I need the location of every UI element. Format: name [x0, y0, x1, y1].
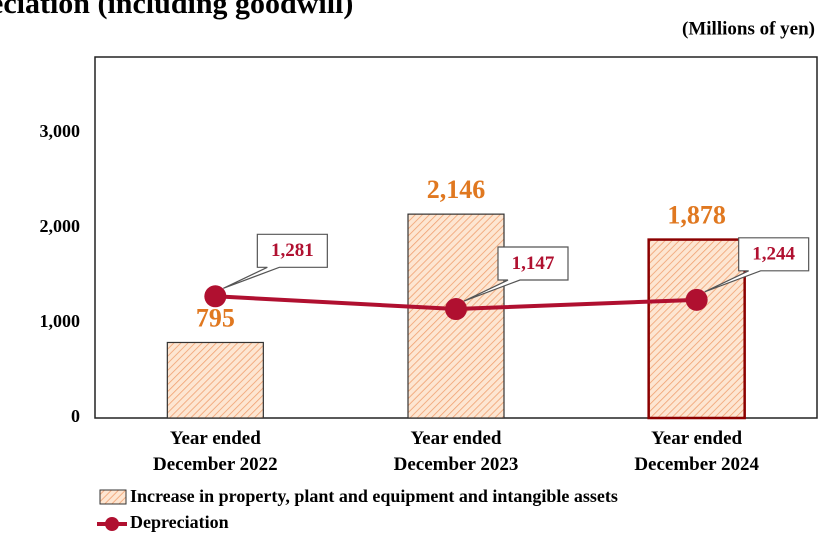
- x-tick-label: Year ended December 2023: [394, 428, 519, 475]
- chart-title: eciation (including goodwill): [0, 0, 353, 20]
- callout: [463, 246, 569, 302]
- line-point: [685, 288, 708, 311]
- legend-swatch: [105, 517, 119, 531]
- x-tick-label: Year ended December 2022: [153, 428, 278, 475]
- unit-label: (Millions of yen): [682, 18, 815, 39]
- y-tick-label: 0: [71, 406, 80, 426]
- bar-value-label: 795: [196, 303, 235, 332]
- line-value-label: 1,281: [271, 240, 314, 261]
- line-point: [204, 285, 227, 308]
- line-point: [445, 298, 467, 321]
- bar: [647, 238, 746, 420]
- bar-value-label: 2,146: [427, 175, 486, 204]
- y-tick-label: 1,000: [40, 311, 81, 331]
- x-tick-label: Year ended December 2024: [634, 428, 759, 475]
- bar-value-label: 1,878: [667, 201, 726, 230]
- legend-swatch: [99, 489, 127, 505]
- callout: [223, 233, 328, 289]
- y-tick-label: 2,000: [40, 216, 81, 236]
- y-tick-label: 3,000: [40, 121, 81, 141]
- line-value-label: 1,147: [512, 253, 555, 274]
- bar: [407, 213, 505, 419]
- bar: [166, 341, 264, 419]
- legend-label: Increase in property, plant and equipmen…: [130, 486, 618, 506]
- line-value-label: 1,244: [752, 244, 795, 265]
- legend-label: Depreciation: [130, 512, 229, 532]
- callout: [704, 237, 810, 293]
